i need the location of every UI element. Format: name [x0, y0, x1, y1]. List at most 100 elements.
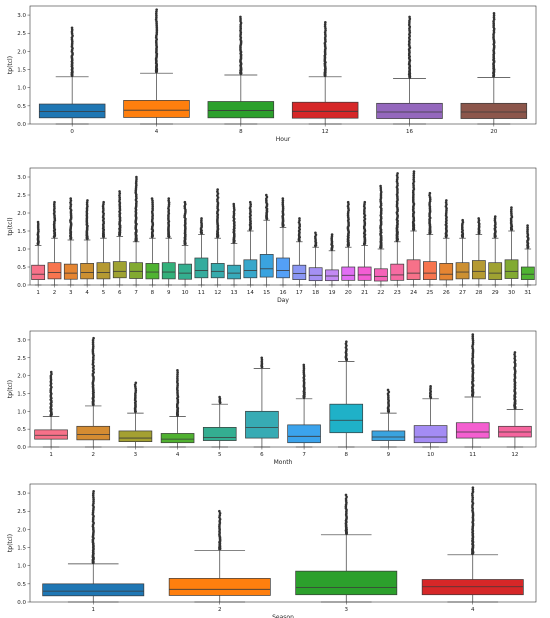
outlier-point [151, 203, 154, 206]
box-body [194, 257, 209, 279]
x-tick-label: 7 [302, 452, 306, 458]
outlier-point [151, 205, 154, 208]
outlier-point [85, 208, 89, 212]
outlier-point [53, 204, 56, 208]
box-body [329, 403, 364, 434]
y-tick-label: 1.0 [17, 564, 26, 570]
outlier-point [492, 23, 496, 27]
outlier-point [412, 174, 416, 177]
x-axis-label: Day [277, 297, 289, 304]
x-tick-label: 5 [218, 452, 222, 458]
outlier-point [509, 210, 513, 213]
x-tick-label: 10 [182, 290, 189, 296]
outlier-point [155, 8, 158, 11]
y-tick-label: 2.0 [17, 211, 26, 217]
x-tick-label: 0 [70, 129, 74, 135]
outlier-point [200, 220, 203, 224]
outlier-point [323, 23, 327, 26]
box-body [390, 263, 405, 281]
outlier-point [471, 343, 475, 346]
x-tick-label: 3 [69, 290, 73, 296]
outlier-point [135, 175, 138, 179]
outlier-point [324, 32, 327, 36]
outlier-point [395, 180, 399, 183]
outlier-point [155, 24, 158, 27]
outlier-point [85, 203, 89, 206]
box-body [376, 102, 443, 119]
box-body [80, 263, 95, 280]
outlier-point [526, 224, 529, 227]
outlier-point [445, 208, 448, 212]
outlier-point [151, 199, 154, 202]
plot-frame [29, 5, 537, 125]
outlier-point [184, 210, 187, 214]
outlier-point [344, 497, 348, 501]
box-body [276, 257, 290, 279]
x-tick-label: 4 [85, 290, 89, 296]
outlier-point [302, 365, 306, 369]
x-tick-label: 1 [92, 607, 96, 613]
chart-panel-hour: 0.0 0.5 1.0 1.5 2.0 2.5 3.0 tp(tcl) 0 4 8 12 16 20 Hou… [7, 5, 537, 143]
outlier-point [471, 498, 474, 501]
box-body [161, 262, 176, 280]
x-tick-label: 12 [511, 452, 518, 458]
outlier-point [347, 206, 350, 210]
outlier-point [379, 200, 383, 203]
outlier-point [101, 204, 105, 208]
box-9: 9 [161, 197, 176, 296]
x-tick-label: 7 [134, 290, 138, 296]
outlier-point [155, 16, 158, 19]
y-tick-label: 2.5 [17, 356, 26, 362]
y-tick-label: 1.5 [17, 546, 26, 552]
outlier-point [176, 373, 179, 376]
x-tick-label: 17 [296, 290, 303, 296]
outlier-point [461, 218, 464, 222]
outlier-point [510, 206, 513, 209]
outlier-point [408, 15, 411, 19]
outlier-point [260, 356, 264, 360]
outlier-point [69, 199, 73, 202]
x-tick-label: 10 [427, 452, 434, 458]
x-tick-label: 20 [490, 129, 497, 135]
outlier-point [412, 178, 415, 181]
x-tick-label: 30 [508, 290, 515, 296]
y-tick-label: 2.5 [17, 509, 26, 515]
box-body [291, 101, 359, 119]
box-1: 1 [34, 370, 68, 458]
outlier-point [92, 501, 95, 505]
box-body [38, 103, 106, 119]
outlier-point [49, 374, 53, 378]
y-tick-label: 0.0 [17, 445, 26, 451]
outlier-point [167, 197, 171, 200]
y-tick-label: 1.0 [17, 86, 26, 92]
box-28: 28 [471, 217, 486, 296]
box-body [439, 263, 454, 281]
outlier-point [167, 201, 171, 204]
outlier-point [154, 12, 158, 16]
outlier-point [428, 191, 432, 195]
outlier-point [239, 15, 242, 19]
outlier-point [471, 337, 475, 340]
x-tick-label: 6 [118, 290, 122, 296]
box-16: 16 [376, 15, 443, 135]
outlier-point [344, 493, 348, 497]
box-12: 12 [291, 21, 359, 135]
outlier-point [395, 178, 399, 181]
outlier-point [471, 341, 475, 344]
outlier-point [461, 220, 465, 224]
box-body [118, 430, 153, 442]
outlier-point [445, 203, 448, 206]
box-20: 20 [341, 200, 356, 296]
outlier-point [314, 233, 318, 237]
outlier-point [346, 200, 350, 204]
box-body [160, 433, 195, 444]
outlier-point [69, 205, 72, 208]
outlier-point [249, 204, 252, 208]
box-12: 12 [498, 351, 532, 458]
outlier-point [232, 204, 236, 208]
outlier-point [134, 195, 138, 198]
x-tick-label: 25 [426, 290, 433, 296]
outlier-point [155, 22, 158, 25]
box-17: 17 [292, 217, 307, 296]
box-29: 29 [488, 215, 503, 296]
